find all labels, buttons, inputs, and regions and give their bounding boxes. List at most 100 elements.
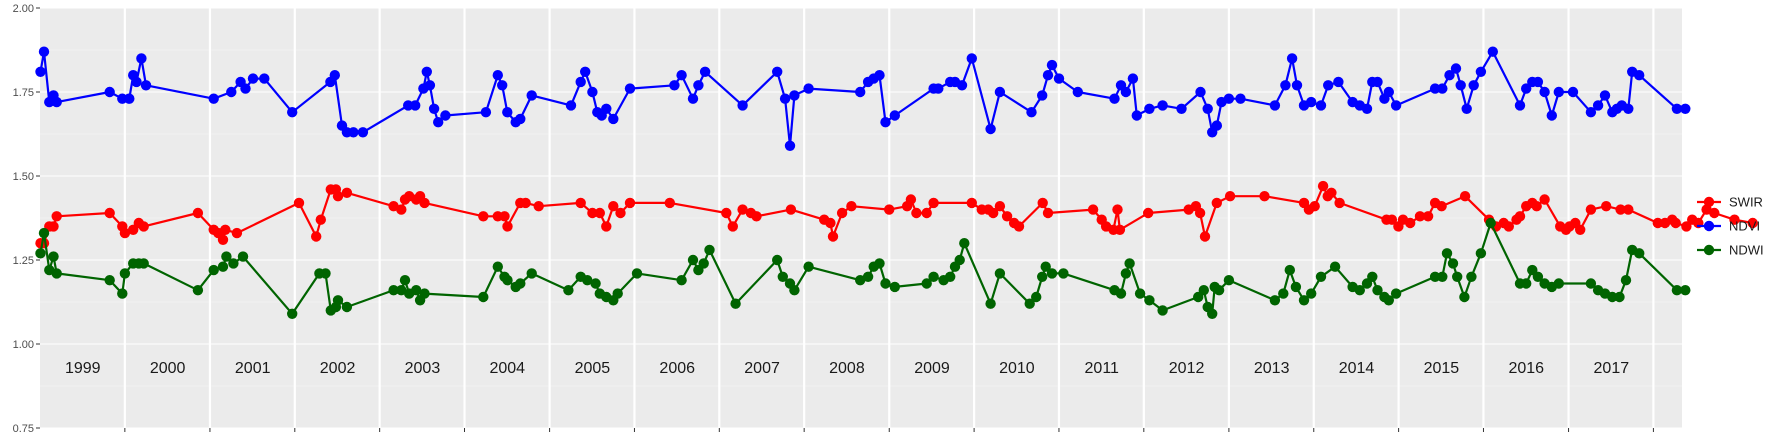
point-swir: [1334, 197, 1345, 209]
point-ndvi: [933, 83, 944, 94]
point-ndvi: [1223, 93, 1235, 104]
point-swir: [1405, 217, 1416, 229]
point-ndwi: [1671, 285, 1683, 296]
point-ndvi: [1553, 86, 1565, 98]
point-ndwi: [388, 285, 399, 296]
point-ndvi: [1585, 107, 1597, 118]
point-ndwi: [1144, 295, 1155, 306]
year-label: 2012: [1169, 360, 1205, 377]
point-ndwi: [1475, 248, 1487, 259]
point-ndvi: [1072, 86, 1084, 98]
point-ndwi: [1269, 295, 1281, 306]
year-label: 2017: [1594, 360, 1630, 377]
point-swir: [1601, 201, 1612, 212]
point-swir: [727, 221, 738, 232]
point-swir: [1001, 211, 1013, 222]
point-ndvi: [259, 73, 270, 84]
point-ndwi: [1046, 268, 1058, 279]
year-label: 2001: [235, 360, 271, 377]
point-ndvi: [497, 80, 508, 91]
point-swir: [1199, 231, 1211, 242]
point-ndvi: [1680, 103, 1691, 115]
point-ndvi: [410, 100, 421, 111]
point-ndvi: [104, 86, 115, 98]
point-ndwi: [1124, 258, 1135, 269]
point-ndvi: [329, 70, 340, 81]
point-ndvi: [1437, 83, 1448, 94]
legend: SWIR NDVI NDWI: [1697, 195, 1764, 258]
point-ndvi: [1286, 53, 1298, 64]
point-ndvi: [1306, 96, 1317, 108]
point-swir: [1309, 201, 1320, 212]
point-ndwi: [777, 271, 788, 282]
point-ndvi: [1514, 100, 1526, 111]
legend-label-swir: SWIR: [1729, 195, 1763, 210]
point-swir: [825, 217, 836, 229]
point-ndwi: [1553, 278, 1565, 289]
legend-key-ndvi: [1703, 220, 1715, 232]
point-ndwi: [138, 258, 149, 269]
point-swir: [1652, 217, 1664, 229]
point-ndwi: [1372, 285, 1383, 296]
y-tick-label: 1.50: [13, 171, 34, 183]
point-ndvi: [580, 66, 591, 78]
point-ndvi: [1127, 73, 1139, 84]
point-swir: [138, 221, 149, 232]
point-ndvi: [1202, 103, 1213, 115]
point-swir: [1531, 201, 1542, 212]
point-swir: [293, 197, 305, 209]
point-swir: [1729, 214, 1740, 225]
point-ndvi: [587, 86, 598, 98]
point-ndwi: [237, 251, 249, 262]
point-swir: [1670, 217, 1681, 229]
point-ndvi: [784, 140, 796, 151]
point-ndvi: [1383, 86, 1395, 98]
series-ndwi: [35, 217, 1691, 319]
point-swir: [601, 221, 612, 232]
series-swir: [35, 180, 1758, 249]
point-swir: [827, 231, 839, 242]
point-ndwi: [1383, 295, 1395, 306]
year-label: 2000: [150, 360, 186, 377]
point-ndwi: [396, 285, 407, 296]
point-ndvi: [985, 123, 996, 135]
point-ndvi: [1592, 100, 1604, 111]
point-ndwi: [320, 268, 331, 279]
point-ndvi: [1211, 120, 1223, 131]
point-ndvi: [1450, 63, 1462, 74]
point-swir: [192, 207, 204, 219]
y-tick-label: 0.75: [13, 423, 34, 435]
point-swir: [1194, 207, 1206, 219]
point-swir: [478, 211, 489, 222]
point-ndwi: [1447, 258, 1459, 269]
point-ndwi: [1315, 271, 1327, 282]
point-ndwi: [1441, 248, 1453, 259]
y-tick-label: 2.00: [13, 3, 34, 15]
point-ndvi: [1053, 73, 1065, 84]
point-ndwi: [1024, 298, 1035, 309]
point-ndwi: [945, 271, 956, 282]
point-ndvi: [1567, 86, 1579, 98]
year-label: 2013: [1254, 360, 1290, 377]
point-ndwi: [880, 278, 891, 289]
point-ndwi: [1485, 217, 1496, 229]
point-ndvi: [1291, 80, 1303, 91]
point-ndwi: [208, 264, 219, 276]
year-label: 2005: [575, 360, 611, 377]
minor-gridlines: [40, 49, 1682, 387]
year-label: 2010: [999, 360, 1035, 377]
point-ndvi: [440, 110, 451, 121]
point-swir: [104, 207, 115, 219]
point-ndvi: [575, 76, 586, 88]
point-ndwi: [119, 268, 131, 279]
point-ndwi: [1607, 291, 1618, 303]
point-ndwi: [590, 278, 601, 289]
point-swir: [1042, 207, 1054, 219]
point-swir: [1539, 194, 1550, 205]
point-ndvi: [1037, 90, 1048, 101]
point-ndvi: [1361, 103, 1373, 115]
point-swir: [1747, 217, 1758, 229]
point-ndwi: [217, 261, 229, 272]
year-label: 2009: [914, 360, 950, 377]
series-layer: [35, 46, 1758, 319]
